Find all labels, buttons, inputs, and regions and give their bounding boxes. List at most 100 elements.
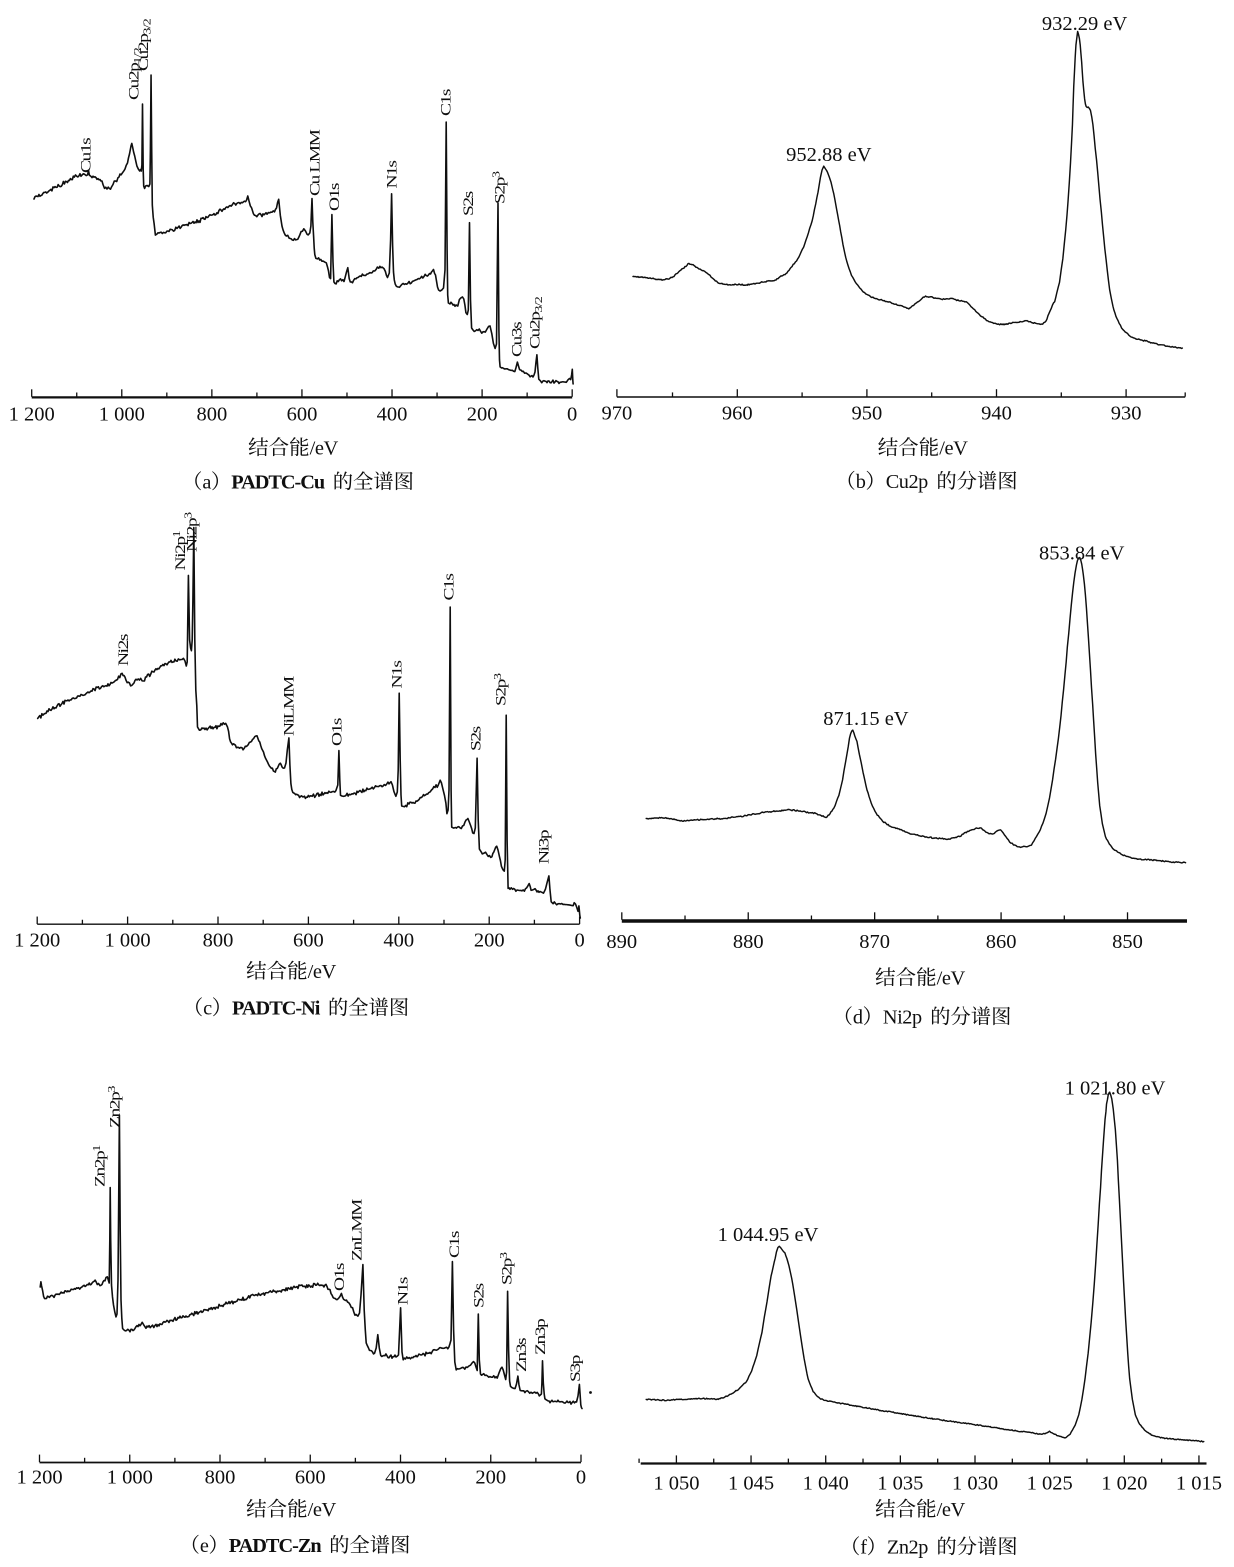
element-label: O1s bbox=[326, 182, 342, 211]
x-axis-title: /eV bbox=[246, 960, 337, 983]
stray-dot bbox=[589, 1391, 592, 1394]
latin-run: /eV bbox=[308, 1499, 337, 1521]
x-tick-label: 940 bbox=[981, 403, 1012, 425]
cjk-glyph bbox=[845, 1006, 852, 1026]
element-label: Cu1s bbox=[78, 137, 94, 173]
x-tick-label: 860 bbox=[986, 931, 1017, 953]
cjk-glyph bbox=[999, 1536, 1017, 1556]
cjk-glyph bbox=[999, 471, 1017, 490]
cjk-glyph bbox=[287, 1498, 307, 1518]
peak-energy-annotation: 1 021.80 eV bbox=[1065, 1078, 1166, 1100]
cjk-glyph bbox=[916, 1498, 936, 1518]
cjk-glyph bbox=[353, 471, 373, 490]
latin-run: b bbox=[856, 471, 866, 493]
element-label: Ni2s bbox=[115, 633, 131, 666]
cjk-glyph bbox=[951, 1006, 971, 1026]
x-tick-label: 870 bbox=[859, 931, 890, 953]
cjk-glyph bbox=[867, 1536, 874, 1556]
cjk-glyph bbox=[896, 1498, 916, 1518]
cjk-glyph bbox=[931, 1006, 950, 1026]
x-axis-title: /eV bbox=[875, 967, 966, 990]
cjk-glyph bbox=[267, 960, 287, 980]
element-label: N1s bbox=[395, 1276, 411, 1305]
spectrum-curve bbox=[36, 526, 582, 919]
x-tick-label: 200 bbox=[474, 930, 505, 952]
element-label: NiLMM bbox=[281, 676, 297, 736]
x-axis-title: /eV bbox=[875, 1498, 966, 1521]
cjk-glyph bbox=[248, 437, 269, 457]
spectrum-curve bbox=[33, 74, 574, 385]
x-tick-label: 600 bbox=[295, 1467, 326, 1489]
x-tick-label: 800 bbox=[203, 930, 234, 952]
peak-energy-annotation: 853.84 eV bbox=[1039, 543, 1125, 565]
cjk-glyph bbox=[334, 471, 353, 491]
element-label: Cu LMM bbox=[307, 129, 323, 196]
element-label: Cu2p3/2 bbox=[527, 297, 545, 349]
latin-run: Cu2p bbox=[886, 471, 928, 493]
element-label: S2p3 bbox=[490, 171, 508, 204]
cjk-glyph bbox=[195, 471, 202, 491]
element-label: C1s bbox=[438, 88, 454, 116]
latin-run: PADTC-Zn bbox=[229, 1535, 322, 1557]
latin-run: /eV bbox=[937, 1499, 966, 1521]
panel-caption: a PADTC-Cu bbox=[195, 471, 413, 494]
x-tick-label: 890 bbox=[606, 931, 637, 953]
panel-survey-ni: 1 200 1 000 800 600 400 200 0/eV c PADTC-Ni Ni2s N… bbox=[14, 512, 585, 1019]
cjk-glyph bbox=[212, 471, 219, 491]
cjk-glyph bbox=[977, 1536, 997, 1556]
element-label: Ni3p bbox=[536, 830, 552, 864]
cjk-glyph bbox=[350, 1534, 370, 1553]
latin-run: /eV bbox=[310, 438, 339, 460]
panel-survey-zn: 1 200 1 000 800 600 400 200 0/eV e PADTC-Zn Zn2p1… bbox=[16, 1086, 592, 1557]
element-label: Zn3p bbox=[532, 1319, 548, 1355]
x-tick-label: 1 000 bbox=[99, 404, 145, 426]
x-tick-label: 600 bbox=[293, 930, 324, 952]
cjk-glyph bbox=[993, 1006, 1011, 1026]
x-tick-label: 1 200 bbox=[16, 1467, 62, 1489]
element-label: N1s bbox=[389, 660, 405, 689]
cjk-glyph bbox=[209, 1534, 216, 1554]
element-label: Zn2p1 bbox=[90, 1145, 108, 1187]
element-label: O1s bbox=[329, 717, 345, 746]
element-label: Cu2p1/2 bbox=[126, 48, 144, 100]
cjk-glyph bbox=[370, 1534, 390, 1554]
cjk-glyph bbox=[289, 437, 309, 457]
element-label: Cu3s bbox=[509, 321, 525, 357]
x-tick-label: 1 025 bbox=[1027, 1473, 1073, 1495]
x-tick-label: 1 200 bbox=[14, 930, 60, 952]
element-label: C1s bbox=[441, 573, 457, 601]
x-tick-label: 0 bbox=[576, 1467, 586, 1489]
panel-caption: d Ni2p bbox=[845, 1006, 1011, 1029]
x-tick-label: 880 bbox=[733, 931, 764, 953]
cjk-glyph bbox=[369, 997, 389, 1017]
x-axis-title: /eV bbox=[246, 1498, 337, 1521]
cjk-glyph bbox=[853, 1536, 860, 1556]
cjk-glyph bbox=[395, 471, 413, 491]
cjk-glyph bbox=[878, 437, 898, 457]
element-label: Zn2p3 bbox=[105, 1086, 123, 1128]
panel-zn2p: 1 050 1 045 1 040 1 035 1 030 1 025 1 020 1 015… bbox=[638, 1078, 1222, 1559]
x-tick-label: 1 015 bbox=[1176, 1473, 1222, 1495]
cjk-glyph bbox=[938, 1536, 956, 1556]
x-tick-label: 1 040 bbox=[803, 1473, 849, 1495]
x-tick-label: 200 bbox=[467, 404, 498, 426]
x-tick-label: 970 bbox=[602, 403, 633, 425]
cjk-glyph bbox=[267, 1498, 287, 1518]
cjk-glyph bbox=[863, 1006, 870, 1026]
spectrum-curve bbox=[645, 1091, 1205, 1443]
x-tick-label: 1 000 bbox=[105, 930, 151, 952]
panel-caption: e PADTC-Zn bbox=[192, 1534, 410, 1557]
cjk-glyph bbox=[875, 1498, 896, 1518]
panel-caption: b Cu2p bbox=[848, 470, 1017, 493]
x-tick-label: 1 035 bbox=[877, 1473, 923, 1495]
x-axis-title: /eV bbox=[248, 437, 339, 460]
peak-energy-annotation: 1 044.95 eV bbox=[718, 1224, 819, 1246]
element-label: Zn3s bbox=[513, 1337, 529, 1372]
x-tick-label: 400 bbox=[383, 930, 414, 952]
panel-cu2p: 970 960 950 940 930/eV b Cu2p 952.88 eV 932.29 e… bbox=[602, 13, 1186, 493]
element-label: N1s bbox=[384, 160, 400, 189]
panel-survey-cu: 1 200 1 000 800 600 400 200 0/eV a PADTC-Cu Cu1s C… bbox=[9, 19, 578, 494]
latin-run: d bbox=[853, 1007, 863, 1029]
